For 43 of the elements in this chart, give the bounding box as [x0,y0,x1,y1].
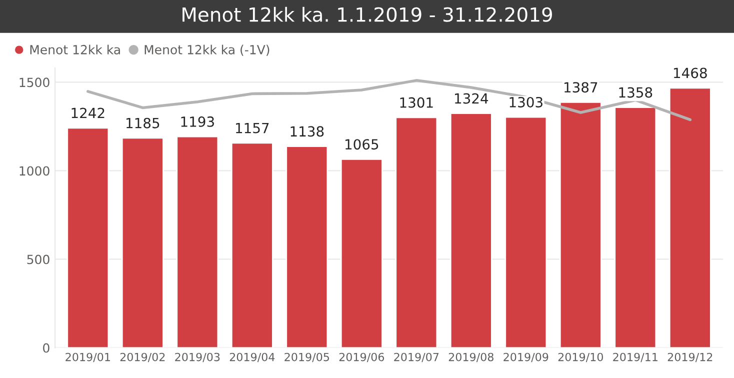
x-tick-label: 2019/04 [230,352,275,362]
x-tick-label: 2019/09 [504,352,548,362]
data-label: 1138 [290,126,324,137]
bar [559,102,602,348]
x-tick-label: 2019/10 [558,352,603,362]
bar [450,112,492,348]
data-label: 1157 [236,122,269,134]
x-tick-label: 2019/05 [284,352,330,362]
chart-title: Menot 12kk ka. 1.1.2019 - 31.12.2019 [182,6,552,22]
bar [121,137,164,348]
data-label: 1303 [510,96,542,108]
y-tick-label: 1000 [20,166,50,176]
x-tick-label: 2019/07 [394,352,439,362]
legend-label: Menot 12kk ka [30,44,120,54]
data-label: 1185 [126,118,160,128]
data-label: 1065 [345,139,378,150]
y-tick-label: 1500 [20,78,50,88]
data-label: 1242 [72,108,104,118]
x-tick-label: 2019/06 [339,352,384,362]
bar [614,106,657,348]
x-tick-label: 2019/01 [66,352,110,362]
data-label: 1193 [181,116,214,127]
bar [286,146,328,348]
data-label: 1468 [674,68,707,78]
bar [395,116,438,348]
x-tick-label: 2019/03 [175,352,220,362]
x-tick-label: 2019/02 [120,352,165,362]
bar [230,142,274,348]
data-label: 1301 [400,97,433,108]
x-tick-label: 2019/11 [613,352,658,362]
data-label: 1358 [619,87,652,98]
bar [504,116,548,348]
bar [668,87,712,348]
bar [176,136,219,348]
data-label: 1324 [454,93,488,104]
bar [340,158,383,348]
bar [66,127,110,348]
x-tick-label: 2019/12 [668,352,712,362]
legend-label: Menot 12kk ka (-1V) [144,44,270,56]
y-tick-label: 500 [27,254,50,264]
data-label: 1387 [564,82,598,93]
x-tick-label: 2019/08 [448,352,494,362]
y-tick-label: 0 [43,343,50,353]
